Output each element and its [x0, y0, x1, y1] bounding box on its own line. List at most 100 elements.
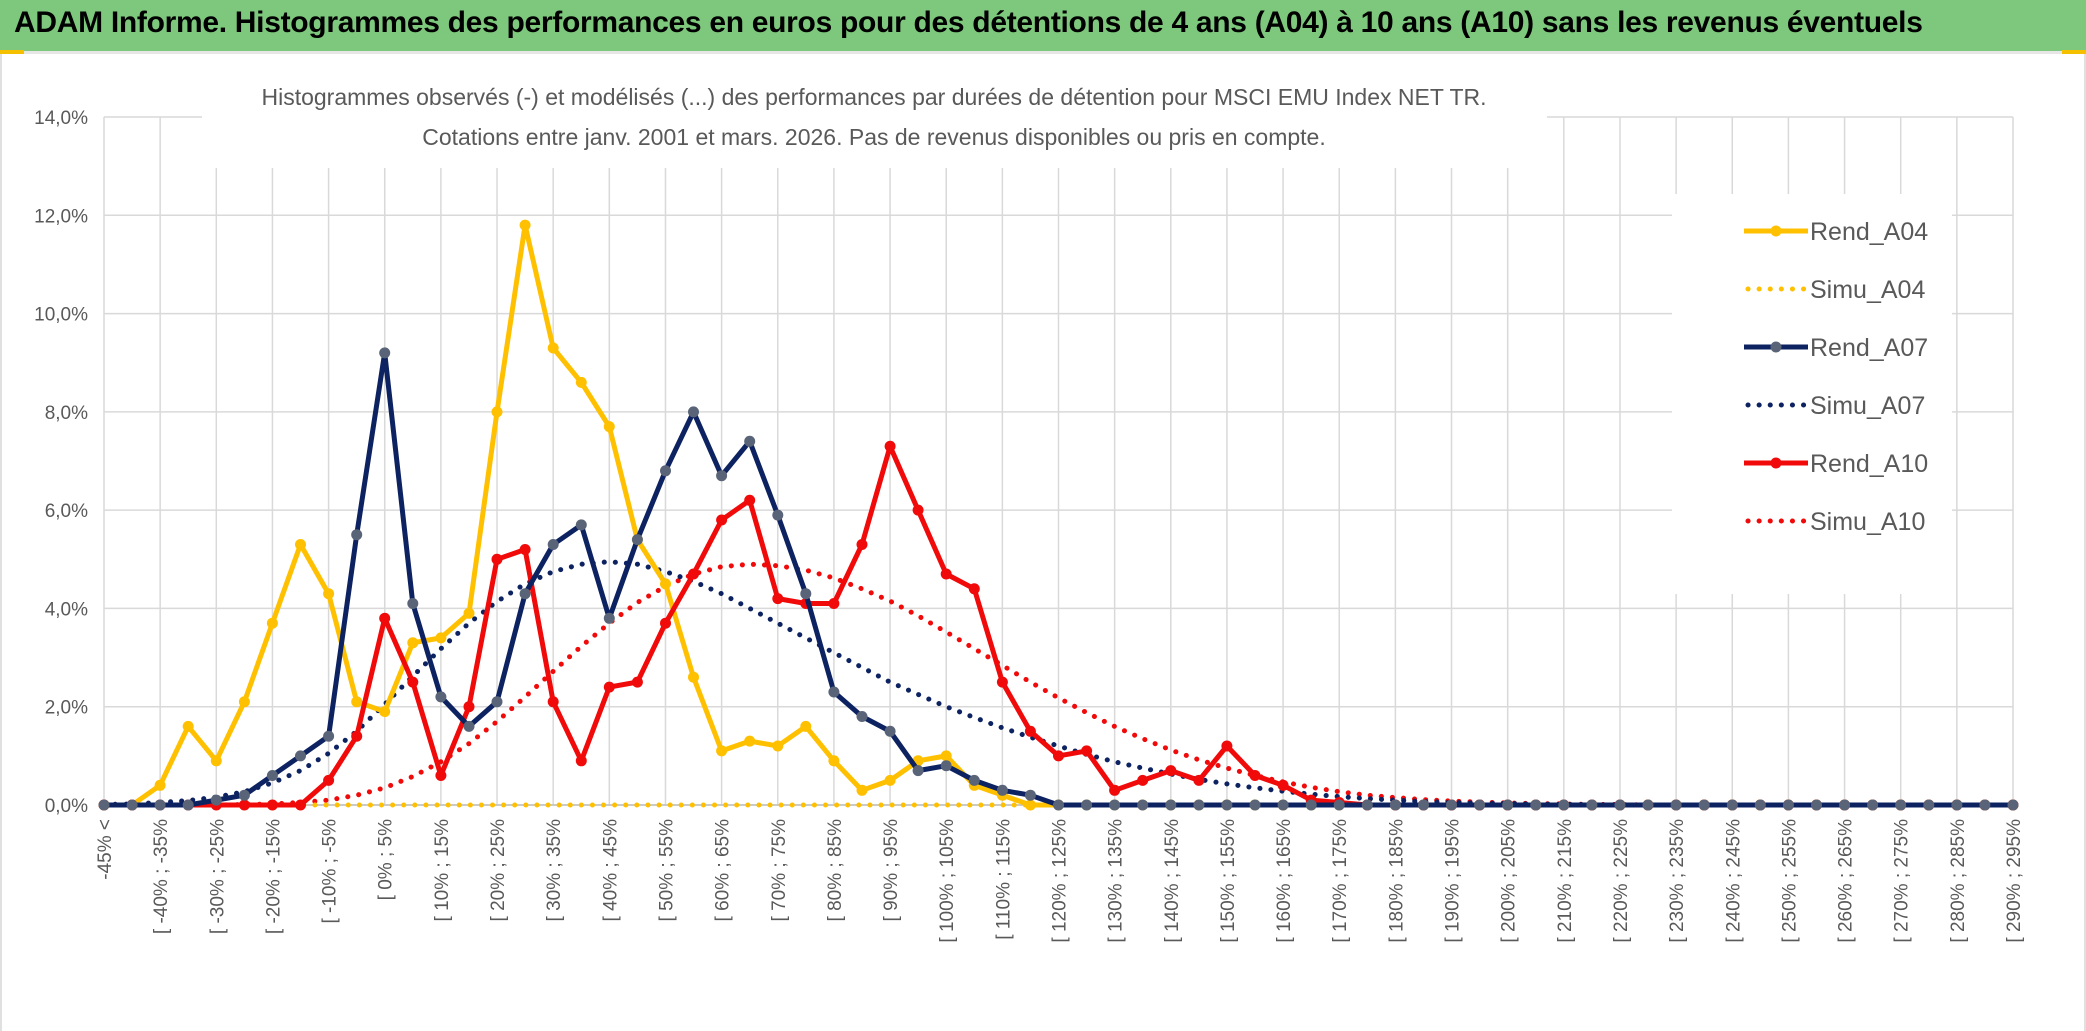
data-point	[1277, 799, 1289, 811]
data-point	[772, 509, 784, 521]
data-point	[547, 342, 559, 354]
legend-marker	[1770, 341, 1782, 353]
data-point	[98, 799, 110, 811]
data-point	[631, 534, 643, 546]
chart-subtitle: Cotations entre janv. 2001 et mars. 2026…	[422, 124, 1326, 150]
data-point	[1053, 750, 1064, 762]
data-point	[800, 720, 812, 732]
legend-label: Rend_A04	[1810, 218, 1928, 246]
x-tick-label: [ 130% ; 135%	[1106, 819, 1127, 943]
data-point	[940, 760, 952, 772]
data-point	[912, 504, 924, 516]
data-point	[884, 774, 896, 786]
data-point	[1137, 799, 1149, 811]
report-title: ADAM Informe. Histogrammes des performan…	[14, 6, 1923, 39]
x-tick-label: [ 270% ; 275%	[1892, 819, 1913, 943]
data-point	[407, 637, 419, 649]
chart-legend: Rend_A04 Simu_A04 Rend_A07 Simu_A07 Rend_A10…	[1672, 194, 1952, 594]
y-tick-label: 12,0%	[34, 206, 88, 227]
data-point	[295, 539, 306, 550]
data-point	[491, 696, 503, 708]
data-point	[575, 519, 587, 531]
data-point	[1586, 799, 1598, 811]
data-point	[716, 745, 728, 757]
x-tick-label: [ 10% ; 15%	[432, 819, 453, 922]
data-point	[407, 598, 419, 609]
x-tick-label: [ 40% ; 45%	[600, 819, 621, 922]
data-point	[1726, 799, 1738, 811]
legend-item-simu-a10: Simu_A10	[1745, 508, 1925, 536]
y-tick-label: 8,0%	[45, 403, 88, 424]
x-tick-label: [ 70% ; 75%	[769, 819, 790, 922]
data-point	[491, 406, 503, 418]
data-point	[940, 568, 952, 580]
data-point	[1024, 725, 1036, 737]
data-point	[323, 730, 335, 742]
data-point	[1839, 799, 1851, 811]
data-point	[351, 696, 363, 708]
data-point	[323, 774, 335, 786]
data-point	[996, 676, 1008, 688]
data-point	[884, 725, 896, 737]
data-point	[1389, 799, 1401, 811]
data-point	[323, 588, 335, 600]
data-point	[1951, 799, 1963, 811]
legend-item-rend-a07: Rend_A07	[1744, 334, 1928, 362]
x-tick-label: [ -20% ; -15%	[263, 819, 284, 934]
data-point	[463, 720, 475, 732]
x-tick-label: [ 60% ; 65%	[713, 819, 734, 922]
data-point	[1979, 799, 1991, 811]
data-point	[603, 681, 615, 693]
data-point	[744, 735, 756, 747]
data-point	[519, 588, 531, 600]
x-tick-label: [ 180% ; 185%	[1386, 819, 1407, 943]
data-point	[660, 578, 671, 590]
x-tick-label: [ -10% ; -5%	[320, 819, 341, 924]
x-tick-label: [ -30% ; -25%	[207, 819, 228, 934]
data-point	[1474, 799, 1486, 811]
data-point	[1530, 799, 1542, 811]
data-point	[1446, 799, 1457, 811]
data-point	[1305, 799, 1317, 811]
data-point	[1782, 799, 1794, 811]
data-point	[238, 789, 250, 801]
data-point	[688, 671, 699, 683]
data-point	[210, 755, 222, 767]
data-point	[351, 529, 363, 541]
x-tick-label: [ 280% ; 285%	[1948, 819, 1969, 943]
legend-item-rend-a10: Rend_A10	[1744, 450, 1928, 478]
series-rend-a07	[98, 347, 2019, 811]
x-tick-label: -45% <	[95, 819, 116, 880]
legend-label: Rend_A07	[1810, 334, 1928, 362]
data-point	[1109, 799, 1121, 811]
data-point	[351, 730, 363, 742]
y-tick-label: 14,0%	[34, 108, 88, 129]
data-point	[407, 676, 419, 688]
y-tick-label: 10,0%	[34, 305, 88, 326]
data-point	[940, 750, 952, 762]
data-point	[1698, 799, 1710, 811]
data-point	[856, 539, 868, 550]
x-tick-label: [ 160% ; 165%	[1274, 819, 1295, 943]
data-point	[1895, 799, 1907, 811]
data-point	[575, 755, 587, 767]
data-point	[716, 470, 728, 482]
data-point	[435, 770, 447, 781]
data-point	[716, 514, 728, 526]
x-tick-label: [ 0% ; 5%	[376, 819, 397, 900]
legend-label: Rend_A10	[1810, 450, 1928, 478]
data-point	[603, 421, 615, 433]
data-point	[1361, 799, 1373, 811]
data-point	[1249, 770, 1261, 781]
x-tick-label: [ 120% ; 125%	[1050, 819, 1071, 943]
data-point	[1418, 799, 1429, 811]
data-point	[519, 544, 531, 555]
legend-marker	[1770, 457, 1782, 469]
chart-title: Histogrammes observés (-) et modélisés (…	[261, 84, 1486, 110]
data-point	[1923, 799, 1935, 811]
data-point	[1024, 789, 1036, 801]
x-tick-label: [ -40% ; -35%	[151, 819, 172, 934]
data-point	[154, 779, 166, 791]
data-point	[744, 435, 756, 447]
data-point	[379, 706, 391, 718]
